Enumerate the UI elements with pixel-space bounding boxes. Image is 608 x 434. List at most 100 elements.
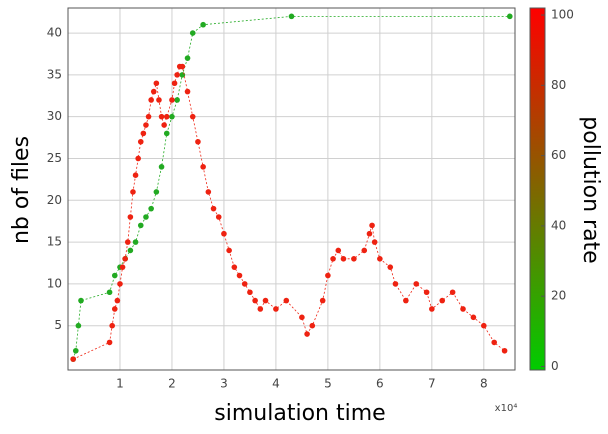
data-point [325,272,331,279]
data-point [78,297,84,304]
data-point [215,214,222,220]
data-point [200,164,206,170]
data-point [158,113,165,120]
data-point [117,281,123,287]
data-point [132,239,139,245]
colorbar-tick-label: 100 [551,8,574,22]
data-point [470,314,477,321]
y-tick-label: 40 [47,26,62,40]
data-point [299,314,305,321]
data-point [184,55,191,61]
data-point [195,138,201,145]
data-point [111,306,118,312]
data-point [273,306,279,312]
colorbar-tick-label: 80 [551,78,566,92]
data-point [171,80,178,87]
data-point [130,189,136,195]
data-point [361,247,368,254]
data-point [137,222,144,229]
data-point [200,21,206,28]
data-point [221,230,227,237]
data-point [174,97,180,103]
x-axis-label: simulation time [214,401,385,426]
data-point [257,306,264,312]
data-point [247,289,253,296]
series-line [72,15,510,360]
data-point [449,289,456,296]
data-point [262,297,269,304]
data-point [106,289,113,296]
data-point [75,322,82,329]
data-point [150,88,157,95]
data-point [72,347,79,354]
data-point [156,97,162,103]
data-point [369,222,375,229]
data-point [145,113,152,120]
data-point [127,247,134,254]
data-point [148,205,154,212]
data-point [501,347,508,354]
x-tick-label: 3 [220,377,228,391]
data-point [351,256,357,262]
data-point [439,297,446,304]
data-point [124,239,131,245]
data-point [119,264,126,270]
data-point [148,97,154,103]
data-point [70,356,76,362]
data-point [122,256,128,262]
colorbar [529,7,546,371]
series-line [73,66,505,360]
data-point [304,331,310,337]
data-point [111,272,118,279]
data-point [366,230,373,237]
y-tick-label: 15 [47,235,62,249]
y-tick-label: 30 [47,109,62,123]
data-point [169,97,175,103]
y-tick-label: 25 [47,151,62,165]
data-point [189,113,196,120]
colorbar-label: pollution rate [578,116,603,263]
x-tick-label: 4 [272,377,280,391]
data-point [163,130,170,137]
data-point [283,297,290,304]
data-point [163,113,170,120]
data-point [132,172,139,179]
data-point [158,164,165,170]
y-tick-label: 20 [47,193,62,207]
data-point [135,155,141,162]
x-tick-label: 8 [480,377,488,391]
data-point [174,72,180,78]
data-point [210,205,217,212]
data-point [423,289,430,296]
y-tick-label: 35 [47,67,62,81]
y-axis-label: nb of files [9,136,34,244]
x-multiplier: x10⁴ [495,403,518,414]
data-point [330,256,336,262]
data-point [429,306,435,312]
data-point [236,272,243,279]
x-tick-label: 6 [376,377,384,391]
data-point [184,88,191,95]
x-tick-label: 2 [168,377,176,391]
data-point [153,80,160,87]
data-point [377,256,383,262]
data-point [205,189,212,195]
data-point [403,297,409,304]
y-tick-label: 10 [47,276,62,290]
data-point [392,281,399,287]
colorbar-tick-label: 0 [551,359,559,373]
plot-frame [67,7,516,371]
data-point [226,247,232,254]
data-point [169,113,175,120]
colorbar-tick-label: 60 [551,148,566,162]
data-point [481,322,487,329]
x-tick-label: 1 [116,377,124,391]
data-point [413,281,420,287]
data-point [340,256,347,262]
data-point [387,264,394,270]
data-point [179,63,186,70]
data-point [137,138,144,145]
data-point [114,297,121,304]
data-point [127,214,134,220]
